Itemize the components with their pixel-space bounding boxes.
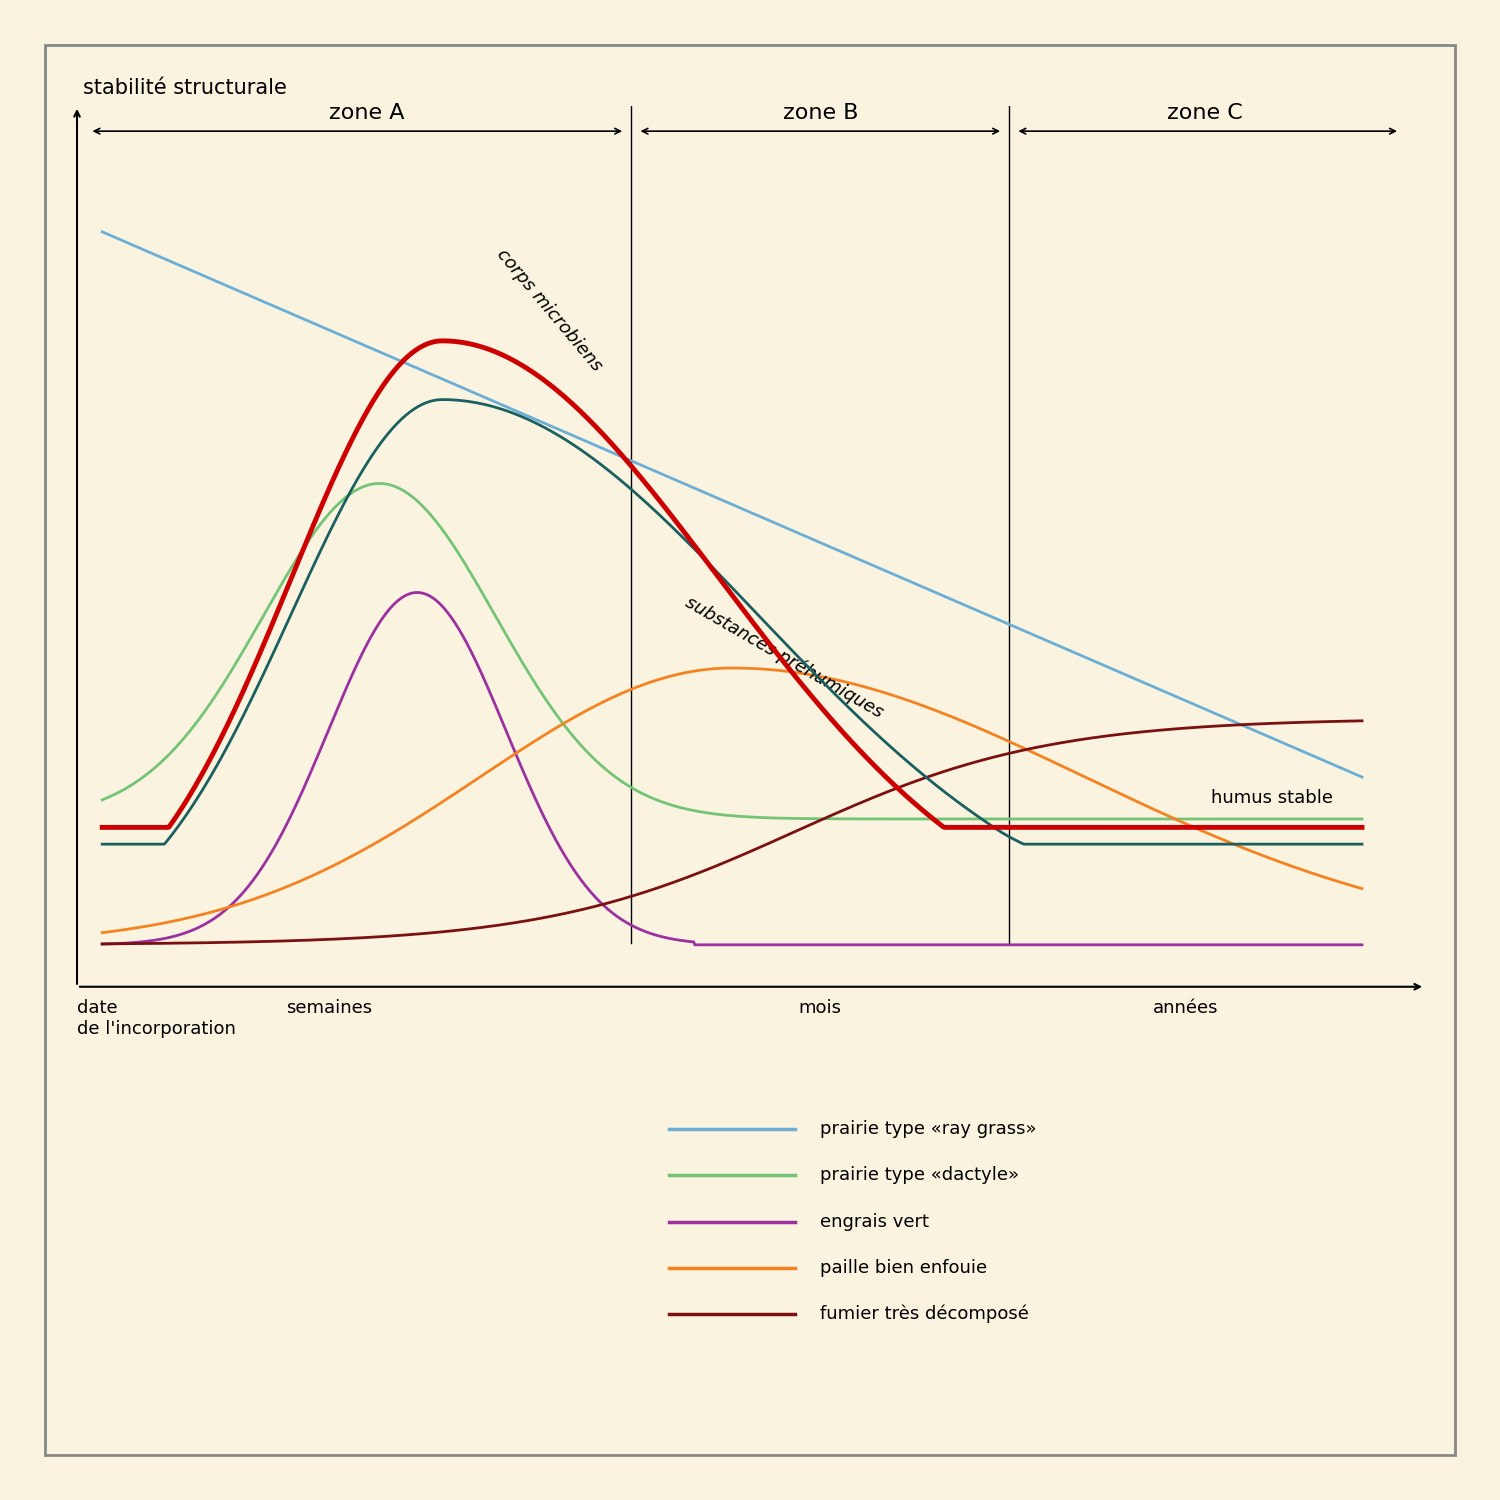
Text: mois: mois <box>800 999 842 1017</box>
Text: humus stable: humus stable <box>1210 789 1334 807</box>
Text: années: années <box>1154 999 1218 1017</box>
Text: stabilité structurale: stabilité structurale <box>84 78 286 98</box>
Text: zone C: zone C <box>1167 104 1242 123</box>
Text: date
de l'incorporation: date de l'incorporation <box>76 999 236 1038</box>
Text: prairie type «ray grass»: prairie type «ray grass» <box>821 1120 1036 1138</box>
Text: substances préhumiques: substances préhumiques <box>681 592 886 722</box>
Text: zone B: zone B <box>783 104 858 123</box>
Text: fumier très décomposé: fumier très décomposé <box>821 1305 1029 1323</box>
Text: paille bien enfouie: paille bien enfouie <box>821 1258 987 1276</box>
Text: prairie type «dactyle»: prairie type «dactyle» <box>821 1167 1020 1185</box>
Text: corps microbiens: corps microbiens <box>492 244 606 375</box>
Text: zone A: zone A <box>328 104 405 123</box>
Text: semaines: semaines <box>286 999 372 1017</box>
Text: engrais vert: engrais vert <box>821 1212 930 1230</box>
